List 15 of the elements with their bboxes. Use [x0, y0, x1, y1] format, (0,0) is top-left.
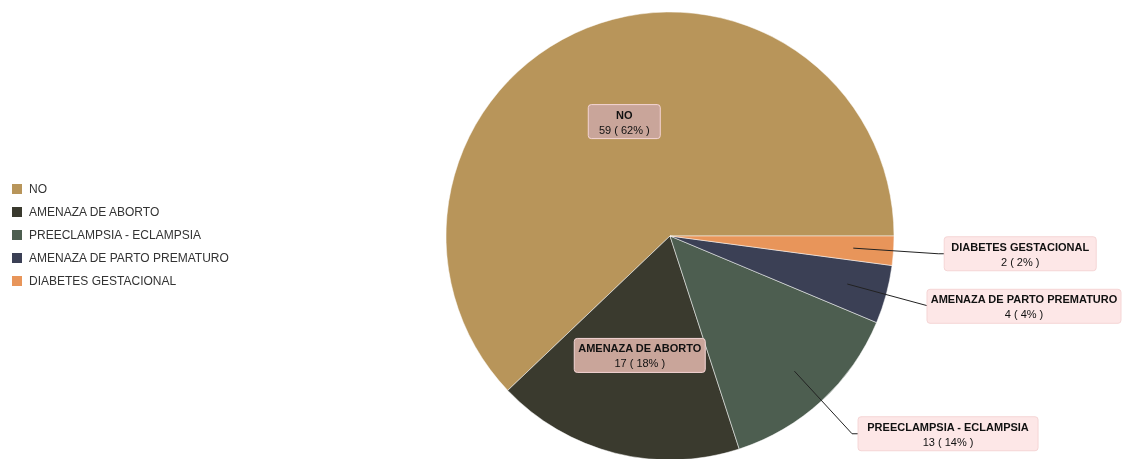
legend-label: DIABETES GESTACIONAL	[29, 274, 177, 288]
legend-label: PREECLAMPSIA - ECLAMPSIA	[29, 228, 202, 242]
slice-label: AMENAZA DE ABORTO	[578, 342, 702, 355]
data-label: 13 ( 14% )	[922, 435, 974, 448]
slice-label: PREECLAMPSIA - ECLAMPSIA	[867, 420, 1029, 433]
slice-label: AMENAZA DE PARTO PREMATURO	[930, 293, 1118, 306]
data-label: 17 ( 18% )	[614, 357, 666, 370]
legend-label: AMENAZA DE PARTO PREMATURO	[29, 251, 229, 265]
slice-label: DIABETES GESTACIONAL	[951, 240, 1090, 253]
data-label: 4 ( 4% )	[1004, 308, 1044, 321]
legend-label: AMENAZA DE ABORTO	[29, 205, 160, 219]
data-label: 59 ( 62% )	[598, 123, 650, 136]
data-label: 2 ( 2% )	[1000, 255, 1040, 268]
slice-label: NO	[616, 108, 633, 121]
legend-label: NO	[29, 182, 47, 196]
